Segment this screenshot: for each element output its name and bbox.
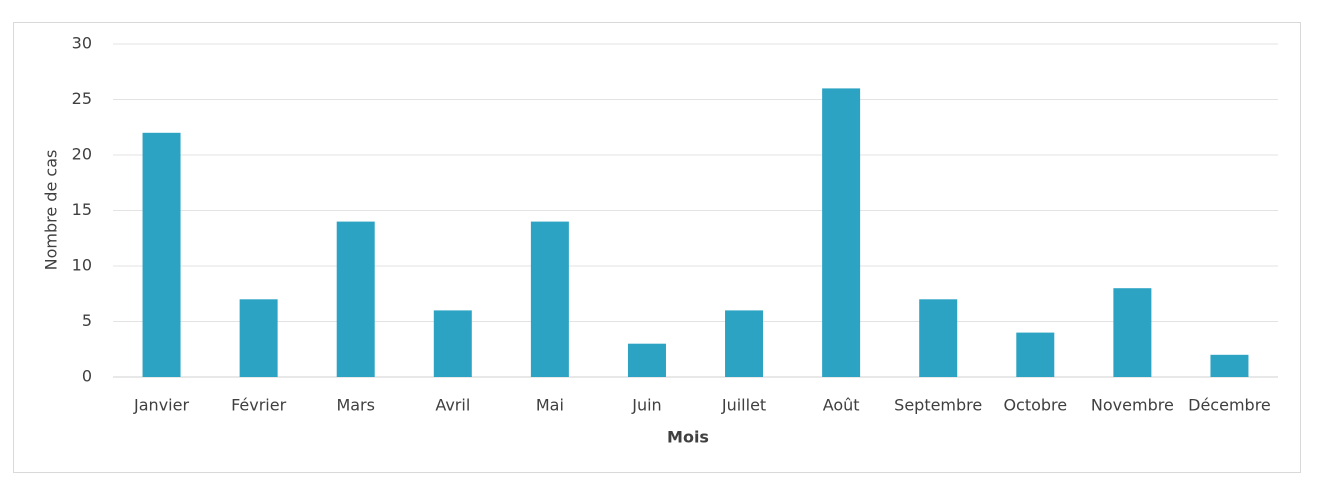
x-tick-label: Novembre	[1091, 396, 1174, 415]
x-tick-label: Août	[823, 396, 860, 415]
x-tick-label: Décembre	[1188, 396, 1271, 415]
bar	[239, 299, 278, 377]
x-axis-label: Mois	[667, 428, 709, 447]
y-tick-label: 5	[82, 311, 92, 330]
y-tick-label: 25	[72, 89, 92, 108]
x-tick-label: Février	[231, 396, 287, 415]
bar	[1210, 354, 1249, 377]
x-tick-label: Juillet	[721, 396, 766, 415]
x-tick-label: Juin	[631, 396, 661, 415]
y-tick-label: 0	[82, 367, 92, 386]
x-tick-label: Septembre	[894, 396, 982, 415]
y-tick-label: 15	[72, 200, 92, 219]
bar	[725, 310, 764, 377]
bar	[336, 221, 375, 377]
x-tick-label: Janvier	[133, 396, 189, 415]
bar	[530, 221, 569, 377]
bar	[1113, 288, 1152, 377]
x-tick-label: Octobre	[1003, 396, 1067, 415]
y-tick-label: 20	[72, 145, 92, 164]
x-tick-label: Mars	[336, 396, 375, 415]
bar	[822, 88, 861, 378]
bar	[433, 310, 472, 377]
y-tick-label: 30	[72, 34, 92, 53]
x-tick-label: Mai	[536, 396, 564, 415]
bar	[627, 343, 666, 377]
y-tick-label: 10	[72, 256, 92, 275]
bar	[142, 132, 181, 377]
x-tick-label: Avril	[435, 396, 470, 415]
bar	[919, 299, 958, 377]
chart-frame	[13, 22, 1301, 473]
bar	[1016, 332, 1055, 377]
y-axis-label: Nombre de cas	[42, 150, 61, 271]
